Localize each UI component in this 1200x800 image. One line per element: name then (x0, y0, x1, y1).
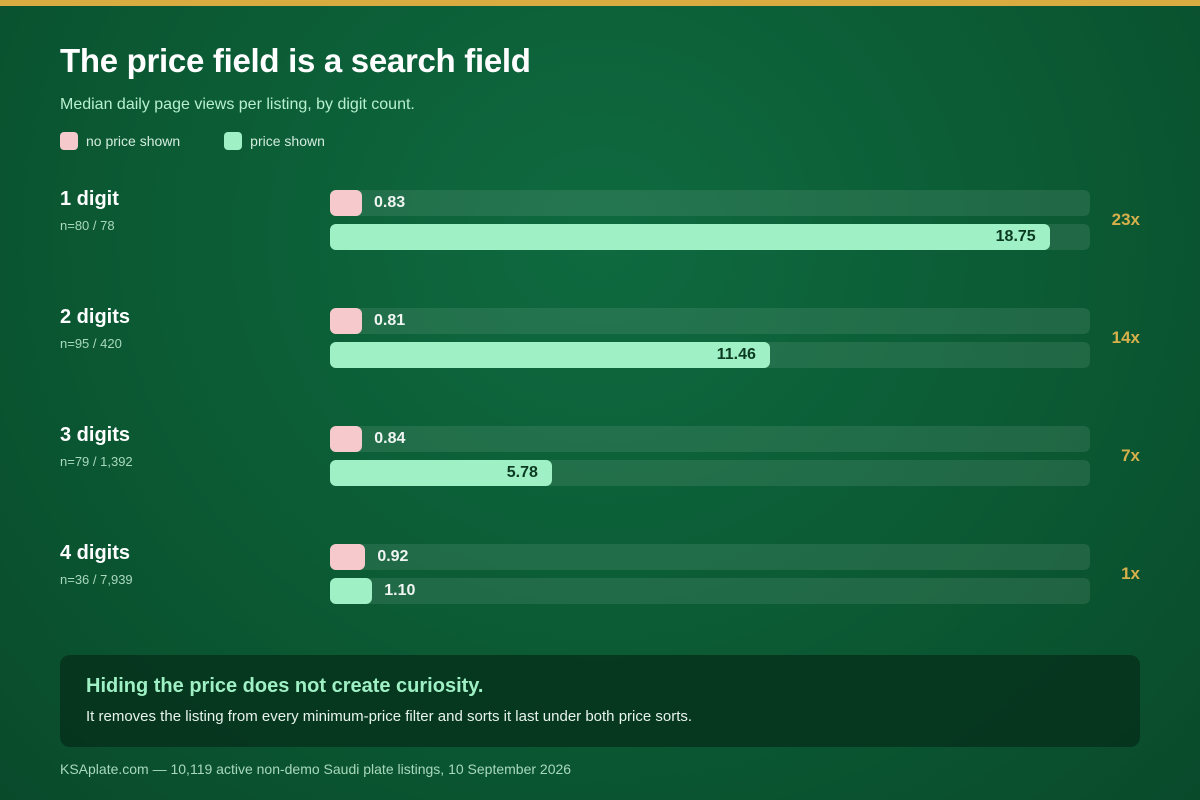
bar-value-label: 1.10 (384, 582, 416, 599)
bar-value-label: 0.83 (374, 194, 406, 211)
bar-track: 0.92 (330, 544, 1090, 570)
ratio-label: 1x (1121, 564, 1140, 583)
bar-value-label: 0.84 (374, 430, 406, 447)
bar-value-label: 0.81 (374, 312, 406, 329)
bar-value-label: 0.92 (377, 548, 409, 565)
legend-swatch-no-price (60, 132, 78, 150)
bar-value-label: 5.78 (506, 464, 538, 481)
bar-group-3-digits: 3 digits n=79 / 1,392 0.84 5.78 7x (0, 424, 1200, 524)
chart-legend: no price shown price shown (60, 132, 369, 150)
bar-value-label: 11.46 (716, 346, 756, 363)
bar-group-2-digits: 2 digits n=95 / 420 0.81 11.46 14x (0, 306, 1200, 406)
bar-price-shown (330, 578, 373, 604)
bar-no-price-shown (330, 544, 366, 570)
bar-track: 0.81 (330, 308, 1090, 334)
top-accent-bar (0, 0, 1200, 6)
ratio-label: 14x (1111, 328, 1140, 347)
bar-track: 0.83 (330, 190, 1090, 216)
legend-item-no-price: no price shown (60, 132, 180, 150)
bar-track: 11.46 (330, 342, 1090, 368)
legend-swatch-price (224, 132, 243, 150)
insight-callout: Hiding the price does not create curiosi… (60, 655, 1140, 747)
legend-label-price: price shown (250, 133, 325, 149)
bar-track: 5.78 (330, 460, 1090, 486)
sample-size-label: n=79 / 1,392 (60, 454, 133, 469)
bar-no-price-shown (330, 308, 362, 334)
bar-group-1-digit: 1 digit n=80 / 78 0.83 18.75 23x (0, 188, 1200, 288)
category-label: 3 digits (60, 424, 131, 446)
bar-price-shown (330, 224, 1050, 250)
category-label: 1 digit (60, 188, 119, 210)
sample-size-label: n=80 / 78 (60, 218, 115, 233)
ratio-label: 7x (1121, 446, 1140, 465)
bar-track: 0.84 (330, 426, 1090, 452)
sample-size-label: n=95 / 420 (60, 336, 122, 351)
bar-group-4-digits: 4 digits n=36 / 7,939 0.92 1.10 1x (0, 542, 1200, 642)
bar-no-price-shown (330, 190, 362, 216)
bar-track: 18.75 (330, 224, 1090, 250)
callout-body: It removes the listing from every minimu… (86, 708, 693, 725)
ratio-label: 23x (1111, 210, 1140, 229)
bar-price-shown (330, 460, 552, 486)
bar-value-label: 18.75 (995, 228, 1036, 245)
bar-no-price-shown (330, 426, 363, 452)
category-label: 2 digits (60, 306, 131, 328)
callout-heading: Hiding the price does not create curiosi… (86, 675, 484, 697)
sample-size-label: n=36 / 7,939 (60, 572, 133, 587)
page-title: The price field is a search field (60, 42, 531, 79)
category-label: 4 digits (60, 542, 131, 564)
chart-subtitle: Median daily page views per listing, by … (60, 96, 415, 113)
legend-item-price: price shown (224, 132, 325, 150)
legend-label-no-price: no price shown (86, 133, 181, 149)
bar-price-shown (330, 342, 770, 368)
source-footer: KSAplate.com — 10,119 active non-demo Sa… (60, 761, 572, 777)
bar-track: 1.10 (330, 578, 1090, 604)
